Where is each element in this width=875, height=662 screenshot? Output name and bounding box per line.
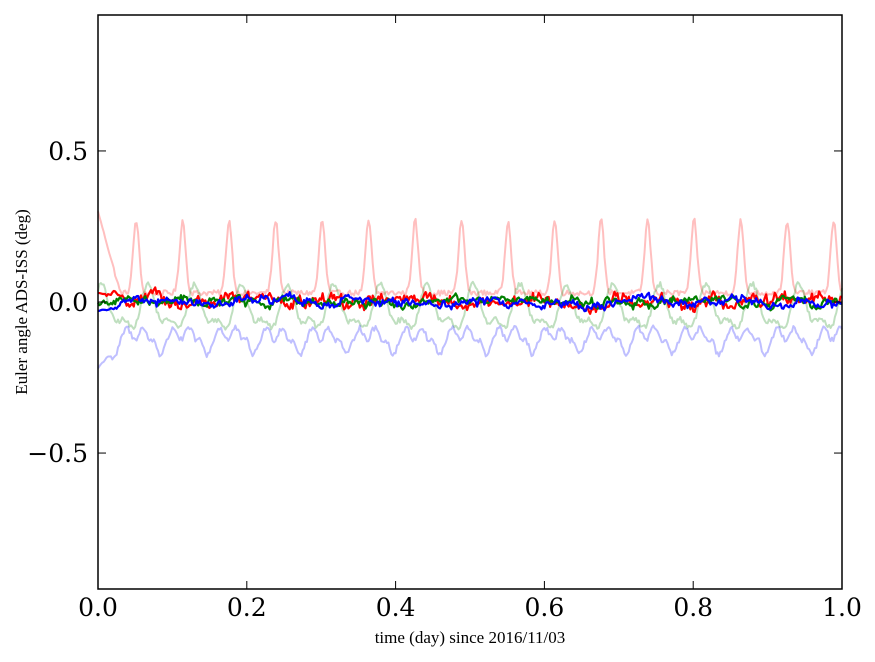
series-line-yaw-raw (97, 324, 843, 369)
series-line-roll-raw (97, 211, 843, 297)
x-tick-label: 0.4 (376, 593, 416, 622)
y-tick-label: −0.5 (27, 439, 88, 468)
tick-layer: 0.0 0.2 0.4 0.6 0.8 1.0 0.5 0.0 −0.5 (27, 15, 862, 622)
x-tick-label: 0.0 (78, 593, 118, 622)
x-tick-label: 0.6 (525, 593, 565, 622)
series-layer (97, 211, 843, 369)
series-line-yaw (97, 291, 843, 313)
y-tick-label: 0.5 (48, 137, 88, 166)
y-axis-label: Euler angle ADS-ISS (deg) (12, 209, 31, 395)
series-line-pitch-raw (97, 280, 843, 331)
x-tick-label: 0.2 (227, 593, 267, 622)
x-tick-label: 0.8 (673, 593, 713, 622)
x-tick-label: 1.0 (822, 593, 862, 622)
x-axis-label: time (day) since 2016/11/03 (375, 628, 566, 647)
y-tick-label: 0.0 (48, 288, 88, 317)
